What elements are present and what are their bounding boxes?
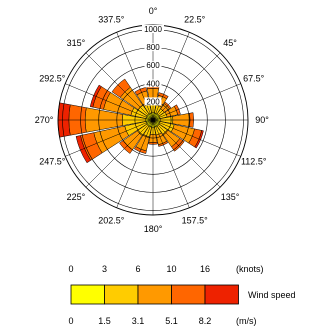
- ms-unit-label: (m/s): [236, 316, 257, 326]
- radial-label-600: 600: [146, 61, 160, 70]
- radial-label-400: 400: [146, 79, 160, 88]
- spoke-67-5: [152, 83, 241, 121]
- legend-ms-label-0: 0: [68, 316, 73, 326]
- direction-label-22-5: 22.5°: [184, 14, 206, 24]
- direction-label-270: 270°: [35, 115, 54, 125]
- legend-swatch-1: [104, 284, 139, 305]
- sector-247-5-bin-4: [75, 135, 92, 164]
- direction-label-67-5: 67.5°: [243, 73, 265, 83]
- radial-label-bg-600: [144, 61, 162, 70]
- direction-label-202-5: 202.5°: [98, 216, 125, 226]
- legend-knots-label-10: 10: [166, 264, 176, 274]
- direction-label-157-5: 157.5°: [182, 216, 209, 226]
- legend-knots-label-16: 16: [200, 264, 210, 274]
- knots-unit-label: (knots): [236, 264, 264, 274]
- direction-labels: 0° 22.5° 45° 67.5° 90° 112.5° 135° 157.5° 180° 20…: [35, 6, 270, 234]
- spoke-202-5: [116, 119, 154, 208]
- radial-label-bg-1000: [142, 25, 164, 34]
- legend-swatch-3: [171, 284, 206, 305]
- direction-label-90: 90°: [255, 115, 269, 125]
- speed-legend: 0 3 6 10 16 0 1.5 3.1 5.1 8.2 (knots) (m/s) Wind spe…: [68, 264, 295, 326]
- direction-label-337-5: 337.5°: [98, 14, 125, 24]
- spoke-45: [152, 52, 221, 121]
- legend-knots-label-0: 0: [68, 264, 73, 274]
- legend-swatch-0: [70, 284, 105, 305]
- spoke-135: [152, 119, 221, 188]
- direction-label-112-5: 112.5°: [241, 157, 267, 167]
- direction-label-135: 135°: [221, 192, 240, 202]
- legend-knots-label-6: 6: [135, 264, 140, 274]
- legend-knots-label-3: 3: [102, 264, 107, 274]
- spoke-315: [85, 52, 154, 121]
- legend-title: Wind speed: [248, 290, 296, 300]
- spoke-292-5: [65, 83, 154, 121]
- direction-label-0: 0°: [149, 6, 158, 16]
- legend-ms-label-1-5: 1.5: [98, 316, 111, 326]
- radial-label-bg-800: [144, 43, 162, 52]
- legend-swatch-4: [204, 284, 239, 305]
- spoke-247-5: [65, 119, 154, 157]
- direction-label-225: 225°: [67, 192, 86, 202]
- direction-label-45: 45°: [223, 38, 237, 48]
- radial-label-bg-200: [144, 97, 162, 106]
- direction-label-292-5: 292.5°: [39, 73, 66, 83]
- spoke-225: [85, 119, 154, 188]
- radial-label-1000: 1000: [144, 25, 162, 34]
- legend-ms-label-3-1: 3.1: [132, 316, 145, 326]
- radial-label-200: 200: [146, 97, 160, 106]
- spoke-112-5: [152, 119, 241, 157]
- direction-label-315: 315°: [67, 38, 86, 48]
- radial-tick-labels: 200 400 600 800 1000: [142, 25, 164, 106]
- radial-label-800: 800: [146, 43, 160, 52]
- polar-grid: [57, 24, 249, 216]
- spoke-157-5: [152, 119, 190, 208]
- legend-ms-label-8-2: 8.2: [199, 316, 212, 326]
- legend-swatch-2: [137, 284, 172, 305]
- legend-ms-label-5-1: 5.1: [165, 316, 178, 326]
- direction-label-247-5: 247.5°: [39, 157, 66, 167]
- radial-label-bg-400: [144, 79, 162, 88]
- direction-label-180: 180°: [144, 224, 163, 234]
